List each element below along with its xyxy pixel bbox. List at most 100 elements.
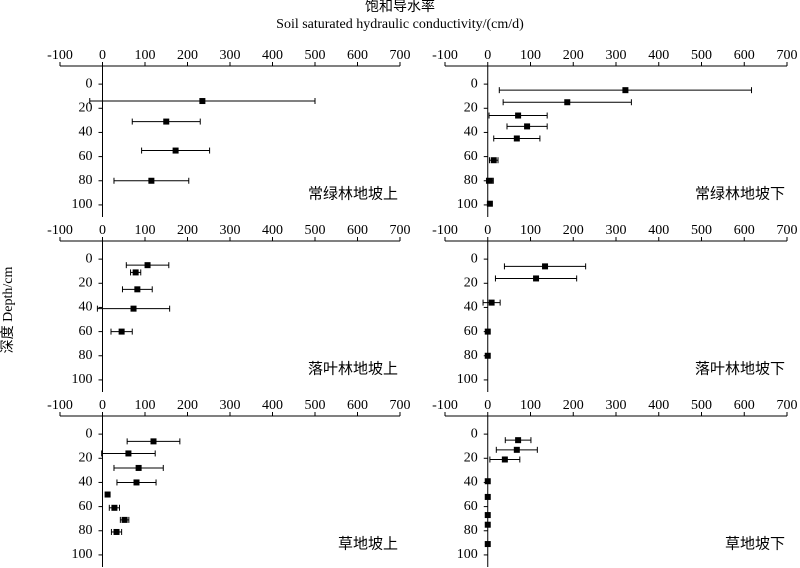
point [134, 286, 141, 293]
x-tick-label: -100 [432, 48, 458, 63]
point [484, 352, 491, 359]
point [113, 528, 120, 535]
x-tick-label: 200 [177, 223, 198, 238]
x-tick-label: 300 [606, 398, 627, 413]
point [513, 135, 520, 142]
panel-label: 草地坡下 [725, 535, 785, 552]
x-tick-label: 600 [347, 48, 368, 63]
x-tick-label: 0 [484, 48, 491, 63]
x-tick-label: 100 [135, 223, 156, 238]
y-tick-label: 100 [457, 547, 478, 562]
point [564, 99, 571, 106]
x-tick-label: 0 [99, 398, 106, 413]
x-tick-label: 700 [390, 48, 411, 63]
point [144, 262, 151, 269]
point [130, 305, 137, 312]
point [133, 479, 140, 486]
y-tick-label: 0 [471, 251, 478, 266]
x-tick-label: -100 [47, 223, 73, 238]
point [163, 118, 170, 125]
x-tick-label: 600 [347, 398, 368, 413]
point [148, 177, 155, 184]
y-tick-label: 100 [72, 372, 93, 387]
panel-label: 常绿林地坡上 [308, 185, 398, 202]
y-tick-label: 60 [464, 499, 478, 514]
y-tick-label: 20 [464, 275, 478, 290]
x-tick-label: -100 [432, 398, 458, 413]
x-tick-label: 100 [135, 398, 156, 413]
point [484, 521, 491, 528]
x-tick-label: 0 [484, 398, 491, 413]
point [515, 112, 522, 119]
y-tick-label: 40 [464, 125, 478, 140]
y-tick-label: 40 [79, 125, 93, 140]
x-tick-label: 500 [305, 48, 326, 63]
point [484, 493, 491, 500]
y-tick-label: 80 [464, 523, 478, 538]
x-tick-label: 600 [734, 48, 755, 63]
x-tick-label: 400 [648, 223, 669, 238]
x-tick-label: 0 [99, 48, 106, 63]
x-tick-label: 300 [220, 48, 241, 63]
x-tick-label: 300 [220, 223, 241, 238]
point [111, 504, 118, 511]
x-tick-label: 300 [606, 48, 627, 63]
y-tick-label: 40 [79, 475, 93, 490]
title: 饱和导水率 [365, 0, 435, 15]
x-tick-label: 400 [262, 223, 283, 238]
point [488, 299, 495, 306]
x-tick-label: 200 [563, 223, 584, 238]
x-tick-label: 700 [390, 398, 411, 413]
point [484, 541, 491, 548]
point [484, 328, 491, 335]
y-tick-label: 100 [457, 197, 478, 212]
point [490, 157, 497, 164]
point [484, 512, 491, 519]
y-tick-label: 100 [72, 547, 93, 562]
x-tick-label: 700 [777, 48, 798, 63]
point [501, 456, 508, 463]
y-tick-label: 20 [79, 450, 93, 465]
panel-label: 落叶林地坡下 [695, 360, 785, 377]
point [513, 446, 520, 453]
x-tick-label: 300 [606, 223, 627, 238]
point [118, 328, 125, 335]
point [486, 200, 493, 207]
y-tick-label: 20 [79, 100, 93, 115]
y-tick-label: 0 [86, 426, 93, 441]
y-tick-label: 60 [464, 149, 478, 164]
y-tick-label: 20 [464, 100, 478, 115]
y-tick-label: 40 [464, 475, 478, 490]
x-tick-label: 100 [520, 48, 541, 63]
panel-label: 落叶林地坡上 [308, 360, 398, 377]
y-tick-label: 0 [471, 426, 478, 441]
point [121, 516, 128, 523]
point [484, 478, 491, 485]
x-tick-label: 0 [484, 223, 491, 238]
x-tick-label: 700 [390, 223, 411, 238]
y-tick-label: 80 [464, 173, 478, 188]
y-tick-label: 20 [464, 450, 478, 465]
y-tick-label: 60 [79, 499, 93, 514]
point [199, 98, 206, 105]
point [622, 87, 629, 94]
y-tick-label: 20 [79, 275, 93, 290]
point [104, 491, 111, 498]
y-tick-label: 40 [79, 300, 93, 315]
point [135, 464, 142, 471]
x-tick-label: 700 [777, 223, 798, 238]
point [125, 450, 132, 457]
x-tick-label: -100 [47, 48, 73, 63]
x-tick-label: -100 [432, 223, 458, 238]
y-tick-label: 80 [79, 348, 93, 363]
x-tick-label: 400 [262, 398, 283, 413]
x-tick-label: 400 [648, 398, 669, 413]
panel-label: 常绿林地坡下 [695, 185, 785, 202]
x-tick-label: -100 [47, 398, 73, 413]
x-tick-label: 300 [220, 398, 241, 413]
y-tick-label: 0 [471, 76, 478, 91]
y-tick-label: 40 [464, 300, 478, 315]
panel-label: 草地坡上 [338, 535, 398, 552]
x-tick-label: 100 [520, 398, 541, 413]
